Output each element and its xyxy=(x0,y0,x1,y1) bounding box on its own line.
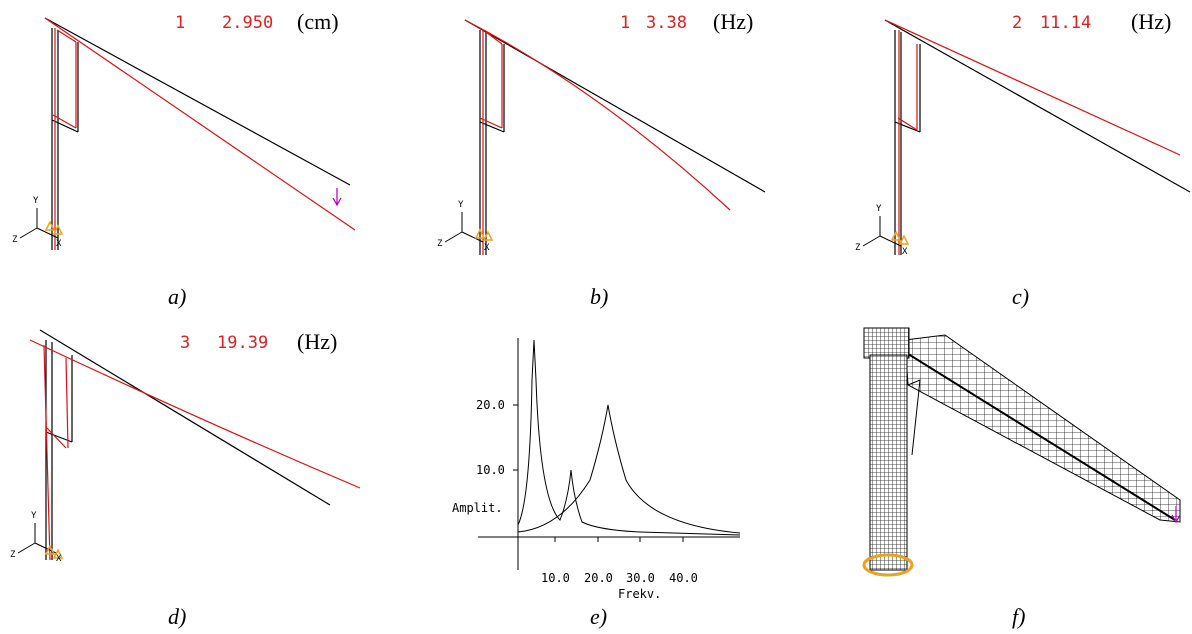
x-tick-label: 40.0 xyxy=(669,571,698,585)
axis-label: Z xyxy=(437,239,443,249)
y-tick-label: 10.0 xyxy=(476,463,505,477)
y-tick-label: 20.0 xyxy=(476,398,505,412)
panel-a: 1 2.950 (cm) a) xyxy=(45,9,355,309)
axis-label: Z xyxy=(12,235,18,245)
axis-label: Y xyxy=(458,200,464,210)
panel-c: 2 11.14 (Hz) c) xyxy=(885,9,1190,309)
caption: c) xyxy=(1012,284,1029,309)
axis-label: Z xyxy=(10,550,16,560)
x-tick-label: 20.0 xyxy=(584,571,613,585)
axis-label: Y xyxy=(33,196,39,206)
panel-f: f) xyxy=(864,328,1180,629)
caption: e) xyxy=(590,604,607,629)
panel-e: 20.0 10.0 Amplit. 10.0 20.0 30.0 40.0 Fr… xyxy=(452,338,740,629)
unit: (Hz) xyxy=(1131,9,1171,34)
mode-value: 3.38 xyxy=(646,13,687,33)
caption: a) xyxy=(168,284,186,309)
axis-label: X xyxy=(56,554,62,564)
mode-number: 1 xyxy=(620,13,630,33)
unit: (Hz) xyxy=(297,329,337,354)
mode-number: 1 xyxy=(175,13,185,33)
unit: (cm) xyxy=(297,9,339,34)
axis-label: X xyxy=(484,243,490,253)
mode-number: 3 xyxy=(180,333,190,353)
axis-label: Y xyxy=(876,204,882,214)
axis-label: Y xyxy=(31,511,37,521)
x-axis-label: Frekv. xyxy=(618,587,661,601)
caption: d) xyxy=(168,604,186,629)
mode-value: 11.14 xyxy=(1040,13,1091,33)
panel-d: 3 19.39 (Hz) d) xyxy=(30,329,360,629)
caption: b) xyxy=(590,284,608,309)
y-axis-label: Amplit. xyxy=(452,501,503,515)
axis-label: Z xyxy=(855,243,861,253)
caption: f) xyxy=(1012,604,1025,629)
panel-b: 1 3.38 (Hz) b) xyxy=(465,9,765,309)
mode-number: 2 xyxy=(1012,13,1022,33)
axis-label: X xyxy=(902,247,908,257)
unit: (Hz) xyxy=(713,9,753,34)
x-tick-label: 30.0 xyxy=(626,571,655,585)
mode-value: 19.39 xyxy=(217,333,268,353)
x-tick-label: 10.0 xyxy=(541,571,570,585)
mode-value: 2.950 xyxy=(222,13,273,33)
axis-label: X xyxy=(56,239,62,249)
figure: 1 2.950 (cm) a) 1 3.38 (Hz) b) 2 11.14 (… xyxy=(0,0,1192,634)
